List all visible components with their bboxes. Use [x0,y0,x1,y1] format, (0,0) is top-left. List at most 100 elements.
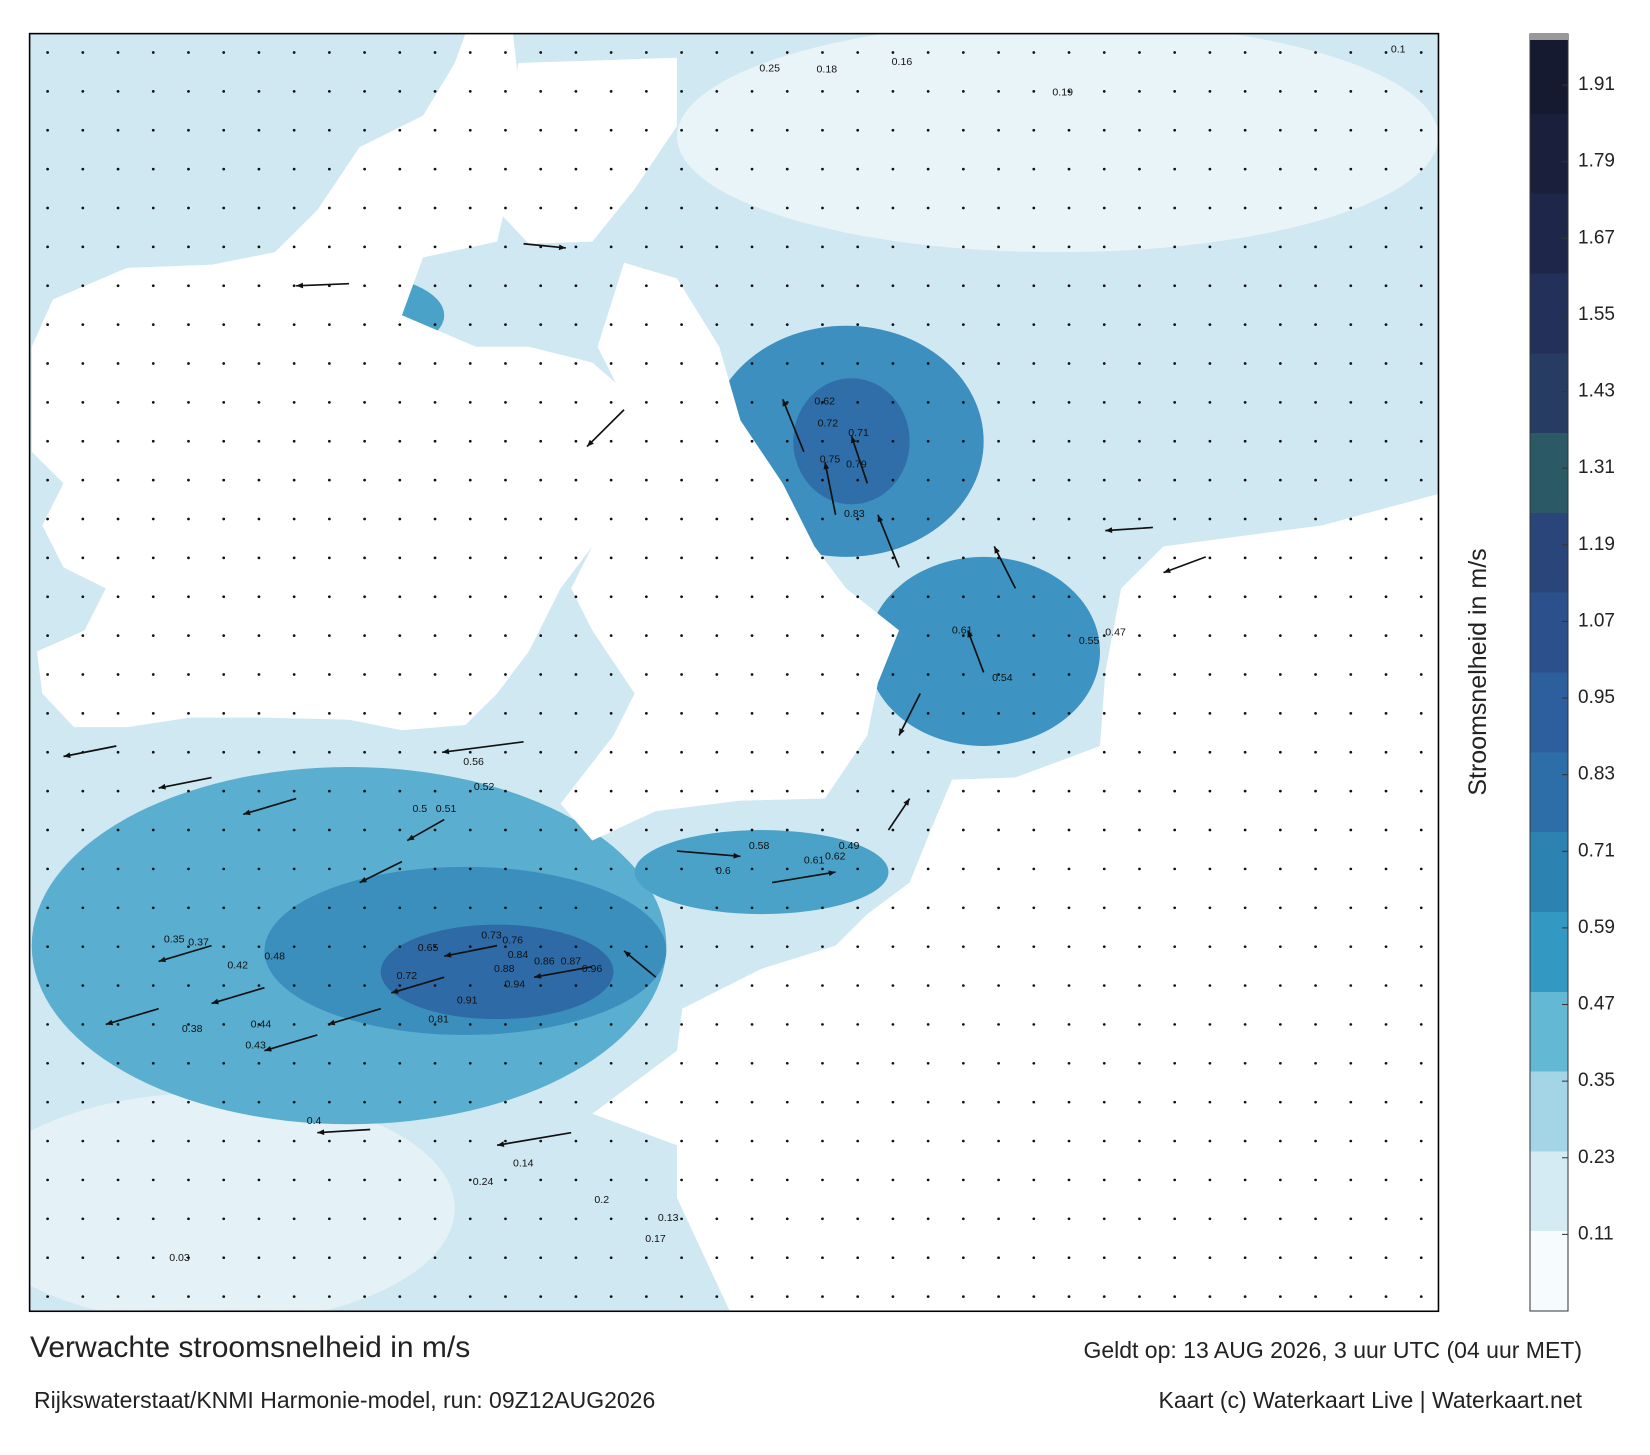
grid-dot [433,673,437,676]
point-value: 0.52 [474,781,495,793]
grid-dot [856,634,860,638]
grid-dot [363,439,366,443]
grid-dot [750,128,754,132]
grid-dot [539,1217,543,1221]
grid-dot [680,517,683,521]
grid-dot [1208,1217,1212,1221]
grid-dot [1278,1295,1282,1298]
grid-dot [1419,556,1423,560]
grid-dot [644,128,648,132]
colorbar-tick-label: 1.91 [1578,74,1615,95]
grid-dot [715,206,719,210]
grid-dot [1208,984,1212,987]
grid-dot [856,90,860,93]
grid-dot [222,245,226,249]
grid-dot [81,401,85,404]
grid-dot [997,51,1000,54]
grid-dot [1349,712,1353,715]
grid-dot [891,517,895,521]
grid-dot [151,750,155,754]
grid-dot [398,556,402,560]
grid-dot [151,556,155,560]
grid-dot [1384,1178,1388,1182]
grid-dot [222,478,226,482]
grid-dot [187,90,190,93]
grid-dot [257,789,261,793]
grid-dot [750,867,754,871]
grid-dot [504,595,507,599]
arrow-shaft [243,797,297,816]
grid-dot [891,401,895,404]
arrow-head [823,462,830,470]
grid-dot [1349,362,1353,365]
grid-dot [609,1217,613,1221]
grid-dot [821,828,824,832]
source: Rijkswaterstaat/KNMI Harmonie-model, run… [34,1387,655,1413]
grid-dot [1384,439,1388,443]
grid-dot [574,712,578,715]
grid-dot [292,517,296,521]
grid-dot [327,167,331,171]
grid-dot [81,51,85,54]
grid-dot [574,1256,578,1260]
grid-dot [1067,284,1071,288]
grid-dot [997,1217,1000,1221]
grid-dot [327,556,331,560]
colorbar [1529,33,1569,1312]
grid-dot [327,828,331,832]
grid-dot [46,945,49,949]
grid-dot [680,1023,683,1026]
grid-dot [187,556,190,560]
grid-dot [1419,1217,1423,1221]
grid-dot [257,1217,261,1221]
grid-dot [1032,1178,1036,1182]
grid-dot [1349,1139,1353,1143]
grid-dot [1278,945,1282,949]
grid-dot [151,284,155,288]
grid-dot [363,284,366,288]
grid-dot [1384,478,1388,482]
grid-dot [785,284,789,288]
grid-dot [1384,245,1388,249]
grid-dot [257,167,261,171]
colorbar-cap [1530,34,1568,40]
grid-dot [539,206,543,210]
grid-dot [856,828,860,832]
grid-dot [363,1061,366,1065]
grid-dot [292,362,296,365]
grid-dot [750,945,754,949]
grid-dot [1419,51,1423,54]
colorbar-label: Stroomsnelheid in m/s [1464,548,1492,795]
grid-dot [891,1023,895,1026]
grid-dot [1173,1023,1177,1026]
point-value: 0.51 [436,803,457,815]
grid-dot [433,362,437,365]
grid-dot [856,712,860,715]
grid-dot [433,167,437,171]
grid-dot [468,673,472,676]
grid-dot [539,284,543,288]
grid-dot [1243,867,1247,871]
point-value: 0.5 [413,803,428,815]
grid-dot [257,439,261,443]
grid-dot [398,1100,402,1104]
grid-dot [644,167,648,171]
grid-dot [891,750,895,754]
grid-dot [327,634,331,638]
point-value: 0.24 [473,1176,494,1188]
grid-dot [1349,789,1353,793]
grid-dot [961,284,965,288]
grid-dot [363,167,366,171]
grid-dot [609,362,613,365]
grid-dot [1419,1139,1423,1143]
grid-dot [715,284,719,288]
grid-dot [1243,789,1247,793]
grid-dot [821,478,824,482]
grid-dot [187,828,190,832]
grid-dot [856,595,860,599]
grid-dot [750,750,754,754]
grid-dot [151,167,155,171]
grid-dot [1067,245,1071,249]
grid-dot [680,595,683,599]
